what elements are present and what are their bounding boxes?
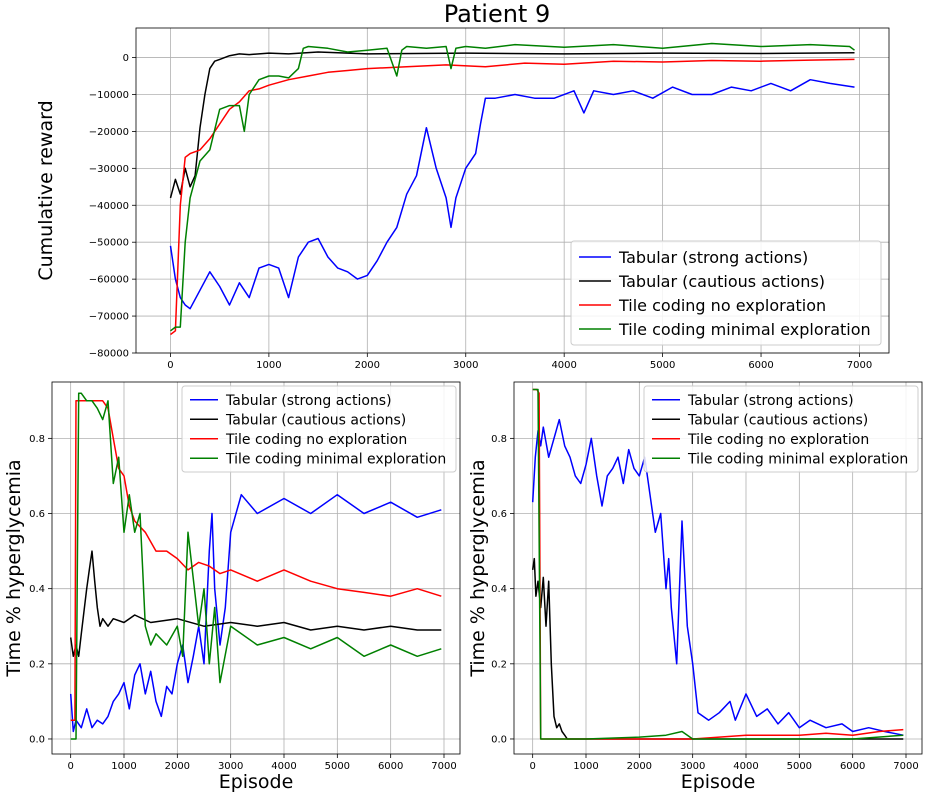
legend: Tabular (strong actions) Tabular (cautiou… [181,385,457,473]
legend-box [570,240,882,346]
x-tick-label: 1000 [256,360,281,371]
series-line-tile-coding-minimal-exploration [170,42,855,332]
legend-entry: Tabular (strong actions) [687,393,854,409]
legend-entry: Tile coding no exploration [225,432,407,448]
legend-entry: Tabular (strong actions) [618,248,808,267]
y-tick-label: −40000 [89,201,129,212]
y-tick-label: −10000 [89,90,129,101]
legend-entry: Tabular (cautious actions) [687,412,868,428]
y-tick-label: 0.8 [491,434,507,445]
x-tick-label: 6000 [840,761,865,772]
x-tick-label: 1000 [111,761,136,772]
legend-entry: Tile coding minimal exploration [618,320,871,339]
y-tick-label: −80000 [89,349,129,360]
x-tick-label: 5000 [787,761,812,772]
series-line-tabular-strong-actions [69,493,442,733]
y-axis-label: Time % hyperglycemia [3,459,25,677]
x-tick-label: 4000 [551,360,576,371]
y-tick-label: 0.6 [29,509,45,520]
x-tick-label: 6000 [748,360,773,371]
legend-entry: Tabular (cautious actions) [618,272,825,291]
x-tick-label: 0 [529,761,535,772]
x-tick-label: 5000 [325,761,350,772]
y-tick-label: −70000 [89,312,129,323]
series-line-tile-coding-minimal-exploration [532,388,904,740]
x-tick-label: 4000 [733,761,758,772]
legend-entry: Tile coding minimal exploration [225,451,446,467]
y-tick-label: 0.0 [491,734,507,745]
y-tick-label: 0.8 [29,434,45,445]
cumulative-reward-chart: 0 1000 2000 3000 4000 5000 6000 7000 −80000 −7000… [35,27,890,371]
x-tick-label: 0 [167,360,173,371]
x-tick-label: 7000 [431,761,456,772]
legend-entry: Tabular (cautious actions) [225,412,406,428]
figure-title: Patient 9 [444,0,550,28]
series-line-tile-coding-no-exploration [70,400,442,721]
series-line-tabular-cautious-actions [531,557,904,740]
hyperglycemia-chart-right: 0 1000 2000 3000 4000 5000 6000 7000 0.0 0.2 0.4 0.… [467,381,923,793]
x-tick-label: 2000 [165,761,190,772]
plot-frame [135,27,890,354]
plot-frame [51,381,461,755]
x-tick-label: 4000 [271,761,296,772]
series-line-tile-coding-minimal-exploration [70,392,442,740]
y-tick-label: 0.0 [29,734,45,745]
y-tick-label: −60000 [89,275,129,286]
y-tick-label: 0.6 [491,509,507,520]
x-tick-label: 6000 [378,761,403,772]
legend-box [643,385,919,473]
x-tick-label: 5000 [650,360,675,371]
y-tick-label: 0.2 [491,659,507,670]
y-tick-label: 0.4 [491,584,507,595]
x-tick-label: 3000 [218,761,243,772]
legend-box [181,385,457,473]
y-tick-label: 0.4 [29,584,45,595]
x-tick-label: 2000 [627,761,652,772]
legend-entry: Tile coding minimal exploration [687,451,908,467]
plot-frame [513,381,923,755]
x-axis-label: Episode [681,771,756,793]
series-line-tabular-strong-actions [531,418,904,736]
y-tick-label: 0 [123,53,129,64]
legend: Tabular (strong actions) Tabular (cautiou… [643,385,919,473]
legend-entry: Tile coding no exploration [687,432,869,448]
x-tick-label: 7000 [893,761,918,772]
series-line-tabular-strong-actions [169,78,855,310]
y-tick-label: −50000 [89,238,129,249]
legend-entry: Tabular (strong actions) [225,393,392,409]
legend-entry: Tile coding no exploration [618,296,826,315]
x-axis-label: Episode [219,771,294,793]
series-line-tile-coding-no-exploration [170,58,855,336]
y-tick-label: 0.2 [29,659,45,670]
y-tick-label: −30000 [89,164,129,175]
y-tick-label: −20000 [89,127,129,138]
x-tick-label: 3000 [680,761,705,772]
y-axis-label: Cumulative reward [35,100,57,280]
series-line-tabular-cautious-actions [69,550,442,658]
x-tick-label: 7000 [847,360,872,371]
hyperglycemia-chart-left: 0 1000 2000 3000 4000 5000 6000 7000 0.0 0.2 0.4 0.… [3,381,461,793]
x-tick-label: 3000 [453,360,478,371]
x-tick-label: 2000 [355,360,380,371]
x-tick-label: 0 [67,761,73,772]
series-line-tabular-cautious-actions [169,51,855,199]
y-axis-label: Time % hyperglycemia [467,459,489,677]
x-tick-label: 1000 [573,761,598,772]
legend: Tabular (strong actions) Tabular (cautiou… [570,240,882,346]
